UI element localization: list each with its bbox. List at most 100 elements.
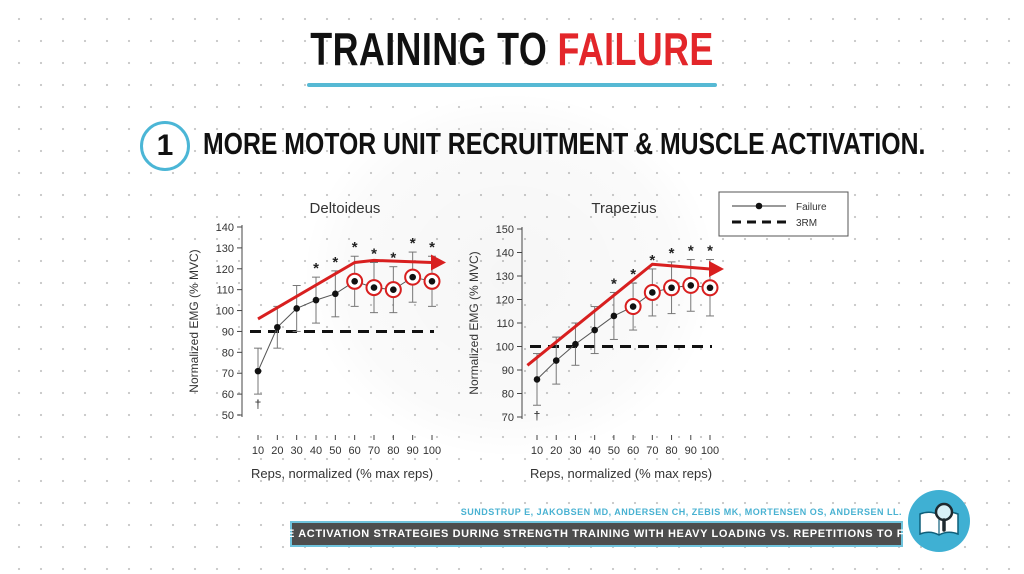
chart1-y-tick-label: 50 xyxy=(222,410,234,422)
chart2-x-tick-label: 70 xyxy=(646,445,658,457)
chart1-y-axis-label: Normalized EMG (% MVC) xyxy=(187,249,201,392)
chart1-y-tick-label: 130 xyxy=(216,243,234,255)
chart1-significance-marker: * xyxy=(429,239,435,256)
chart1-y-tick-label: 110 xyxy=(216,285,234,297)
chart1-significance-marker: * xyxy=(390,250,396,267)
chart1-data-point xyxy=(254,367,262,375)
footer-banner: MUSCLE ACTIVATION STRATEGIES DURING STRE… xyxy=(245,521,947,547)
chart1-y-tick-label: 80 xyxy=(222,347,234,359)
chart1-dagger-marker: † xyxy=(255,397,262,411)
legend-failure-marker xyxy=(755,202,763,210)
chart2-y-tick-label: 150 xyxy=(496,224,514,236)
chart1-significance-marker: * xyxy=(410,235,416,252)
chart2-x-tick-label: 50 xyxy=(608,445,620,457)
chart1-x-tick-label: 100 xyxy=(423,445,441,457)
chart2-significance-marker: * xyxy=(669,245,675,262)
chart1-data-point xyxy=(274,323,281,331)
chart1-data-point xyxy=(293,305,300,312)
chart2-x-tick-label: 90 xyxy=(685,445,697,457)
chart2-data-point xyxy=(706,284,714,292)
chart1-y-tick-label: 60 xyxy=(222,389,234,401)
legend-failure-label: Failure xyxy=(796,202,827,213)
chart1-y-tick-label: 120 xyxy=(216,264,234,276)
title-underline xyxy=(307,83,717,87)
chart1-data-point xyxy=(409,273,416,281)
chart1-data-point xyxy=(312,296,320,304)
chart1-y-tick-label: 90 xyxy=(222,326,234,338)
point-number-badge: 1 xyxy=(140,121,190,171)
chart2-data-point xyxy=(668,284,675,292)
chart2-trend-arrowhead xyxy=(709,260,724,277)
chart1-x-tick-label: 70 xyxy=(368,445,380,457)
chart1-data-point xyxy=(428,278,436,285)
chart2-data-point xyxy=(629,303,637,310)
chart2-y-tick-label: 90 xyxy=(502,365,514,377)
chart2-y-tick-label: 100 xyxy=(496,342,514,354)
chart1-x-tick-label: 80 xyxy=(387,445,399,457)
chart2-data-point xyxy=(591,326,598,334)
chart1-x-tick-label: 30 xyxy=(291,445,303,457)
point-heading: MORE MOTOR UNIT RECRUITMENT & MUSCLE ACT… xyxy=(203,126,926,161)
chart1-trend-arrow xyxy=(257,258,433,321)
chart2-data-point xyxy=(533,376,541,383)
chart1-data-point xyxy=(351,278,358,285)
chart1-significance-marker: * xyxy=(371,246,377,263)
chart2-y-tick-label: 140 xyxy=(496,248,514,260)
chart1-y-tick-label: 140 xyxy=(216,222,234,234)
chart2-x-tick-label: 80 xyxy=(665,445,677,457)
chart1-y-tick-label: 70 xyxy=(222,368,234,380)
chart2-data-point xyxy=(649,289,656,296)
chart1-x-tick-label: 10 xyxy=(252,445,264,457)
chart1-data-point xyxy=(390,286,397,293)
chart1-failure-line xyxy=(257,276,433,372)
chart2-significance-marker: * xyxy=(649,252,655,269)
chart2-y-tick-label: 120 xyxy=(496,295,514,307)
chart2-failure-line xyxy=(536,284,711,380)
chart2-significance-marker: * xyxy=(630,266,636,283)
chart2-title: Trapezius xyxy=(591,200,656,217)
chart1-x-tick-label: 60 xyxy=(349,445,361,457)
legend-box xyxy=(718,191,849,237)
chart1-x-tick-label: 40 xyxy=(310,445,322,457)
chart1-x-tick-label: 90 xyxy=(407,445,419,457)
chart2-data-point xyxy=(687,282,695,289)
chart2-y-tick-label: 70 xyxy=(502,412,514,424)
chart1-significance-marker: * xyxy=(352,239,358,256)
chart1-x-axis-label: Reps, normalized (% max reps) xyxy=(251,466,433,481)
page-title: TRAINING TO FAILURE xyxy=(113,22,912,76)
chart2-x-tick-label: 20 xyxy=(550,445,562,457)
chart1-x-tick-label: 50 xyxy=(329,445,341,457)
chart2-x-tick-label: 60 xyxy=(627,445,639,457)
chart2-significance-marker: * xyxy=(707,243,713,260)
chart2-x-tick-label: 30 xyxy=(569,445,581,457)
chart1-title: Deltoideus xyxy=(310,200,381,217)
point-number: 1 xyxy=(156,129,174,162)
chart2-y-axis-label: Normalized EMG (% MVC) xyxy=(467,251,481,394)
chart1-x-tick-label: 20 xyxy=(271,445,283,457)
chart2-y-tick-label: 80 xyxy=(502,389,514,401)
chart2-x-tick-label: 10 xyxy=(531,445,543,457)
chart2-x-tick-label: 40 xyxy=(589,445,601,457)
title-part-1: TRAINING TO xyxy=(310,23,558,75)
chart1-significance-marker: * xyxy=(313,260,319,277)
chart2-data-point xyxy=(572,340,579,348)
chart2-significance-marker: * xyxy=(611,275,617,292)
chart2-data-point xyxy=(552,357,560,364)
chart1-data-point xyxy=(370,284,378,291)
footer-study-title: MUSCLE ACTIVATION STRATEGIES DURING STRE… xyxy=(244,528,949,540)
chart2-significance-marker: * xyxy=(688,243,694,260)
book-magnifier-icon xyxy=(908,490,970,552)
chart2-x-tick-label: 100 xyxy=(701,445,719,457)
chart1-significance-marker: * xyxy=(332,254,338,271)
legend-3rm-label: 3RM xyxy=(796,218,817,229)
chart1-y-tick-label: 100 xyxy=(216,306,234,318)
chart1-trend-arrowhead xyxy=(431,254,446,271)
watermark xyxy=(300,90,720,460)
chart2-trend-arrow xyxy=(526,262,711,367)
chart1-data-point xyxy=(332,290,339,298)
chart2-dagger-marker: † xyxy=(534,408,541,422)
title-part-2: FAILURE xyxy=(557,23,714,75)
citation-authors: SUNDSTRUP E, JAKOBSEN MD, ANDERSEN CH, Z… xyxy=(460,507,902,517)
